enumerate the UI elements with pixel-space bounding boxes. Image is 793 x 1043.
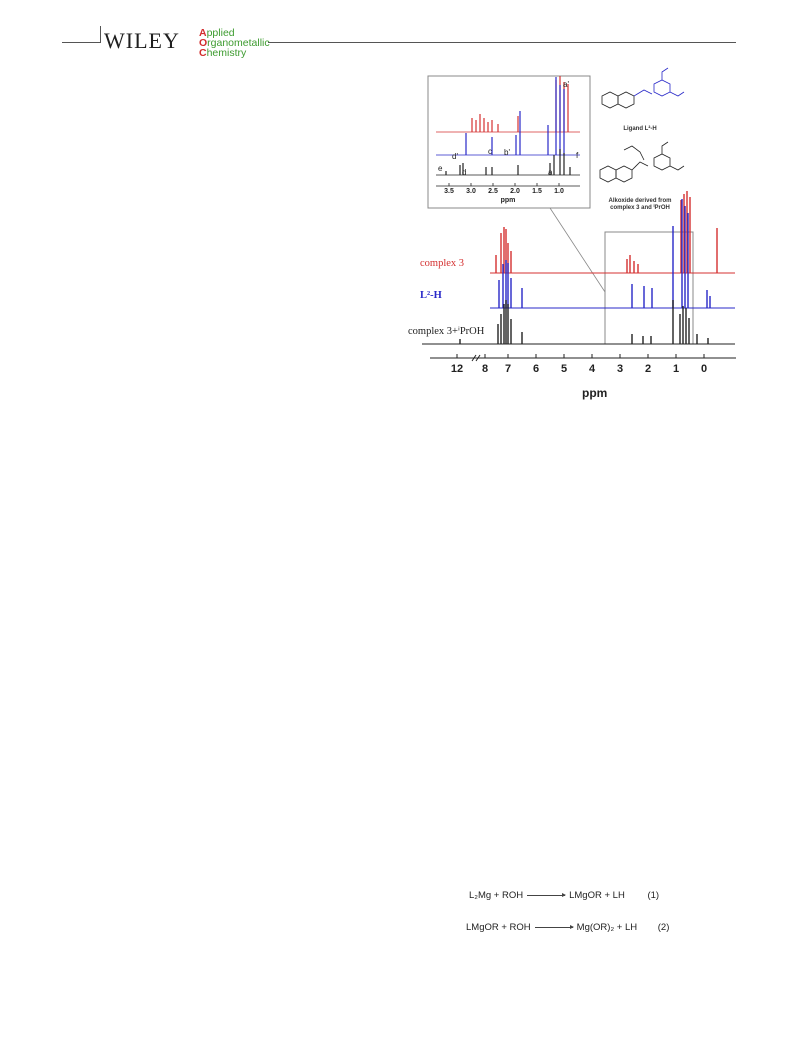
alkoxide-caption-line-2: complex 3 and ⁱPrOH <box>610 205 670 211</box>
peak-label-a-prime: a' <box>563 80 569 89</box>
x-tick-label-7: 2 <box>644 363 652 375</box>
x-tick-label-2: 7 <box>504 363 512 375</box>
x-tick-label-3: 6 <box>532 363 540 375</box>
axis-break-2 <box>475 354 481 362</box>
header-rule-tick <box>100 26 101 43</box>
publisher-logo: WILEY <box>104 28 180 53</box>
inset-ticks <box>448 183 560 186</box>
equation-1: L₂Mg + ROH LMgOR + LH (1) <box>469 890 659 901</box>
x-tick-label-5: 4 <box>588 363 596 375</box>
inset-tick-label-4: 1.5 <box>532 188 542 195</box>
spectrum-label-complex3: complex 3 <box>420 258 465 269</box>
inset-peaks <box>445 76 571 175</box>
x-axis-label: ppm <box>582 386 608 400</box>
header-rule-right <box>268 42 736 43</box>
spectrum-label-ligand: L²-H <box>420 290 442 301</box>
inset-tick-label-0: 3.5 <box>444 188 454 195</box>
x-tick-label-8: 1 <box>672 363 680 375</box>
axis-break-1 <box>471 354 477 362</box>
eq1-left: L₂Mg + ROH <box>469 890 524 901</box>
inset-frame <box>427 75 591 209</box>
peak-label-e: e <box>438 164 443 173</box>
peak-label-d-prime: d' <box>452 152 458 161</box>
inset-tick-label-2: 2.5 <box>488 188 498 195</box>
alkoxide-caption-line-1: Alkoxide derived from <box>608 198 672 204</box>
ligand-structure <box>601 67 685 109</box>
eq1-arrow <box>527 892 567 897</box>
x-tick-label-1: 8 <box>481 363 489 375</box>
journal-line-1: Applied <box>199 27 235 39</box>
eq1-right: LMgOR + LH <box>569 890 625 901</box>
journal-line-2: Organometallic <box>199 37 270 49</box>
x-tick-label-0: 12 <box>450 363 464 375</box>
equation-2: LMgOR + ROH Mg(OR)₂ + LH (2) <box>466 922 669 933</box>
nmr-figure: complex 3 L²-H complex 3+ⁱPrOH 12 8 7 6 5 4 3 2… <box>400 62 745 407</box>
x-tick-label-9: 0 <box>700 363 708 375</box>
eq1-number: (1) <box>647 890 660 901</box>
peak-label-a: a <box>548 168 553 177</box>
zoom-connector <box>549 207 606 293</box>
nmr-spectra <box>422 67 736 362</box>
inset-tick-label-5: 1.0 <box>554 188 564 195</box>
peak-label-f: f <box>576 151 579 160</box>
x-tick-label-4: 5 <box>560 363 568 375</box>
journal-line-3: Chemistry <box>199 47 247 59</box>
peak-label-b-prime: b' <box>504 148 510 157</box>
alkoxide-structure <box>599 141 685 183</box>
eq2-right: Mg(OR)₂ + LH <box>576 922 638 933</box>
peak-label-c: c <box>488 147 492 156</box>
x-tick-label-6: 3 <box>616 363 624 375</box>
eq2-arrow <box>534 924 574 929</box>
header-rule-left <box>62 42 100 43</box>
spectrum-label-complex3-iproh: complex 3+ⁱPrOH <box>408 326 485 337</box>
peak-label-d: d <box>462 168 467 177</box>
journal-name: Applied Organometallic Chemistry <box>199 27 270 59</box>
main-ticks <box>456 354 705 362</box>
ligand-caption: Ligand L²-H <box>623 126 657 132</box>
inset-tick-label-3: 2.0 <box>510 188 520 195</box>
eq2-number: (2) <box>657 922 670 933</box>
eq2-left: LMgOR + ROH <box>466 922 531 933</box>
main-peaks <box>459 191 718 344</box>
inset-axis-label: ppm <box>500 197 516 204</box>
inset-tick-label-1: 3.0 <box>466 188 476 195</box>
